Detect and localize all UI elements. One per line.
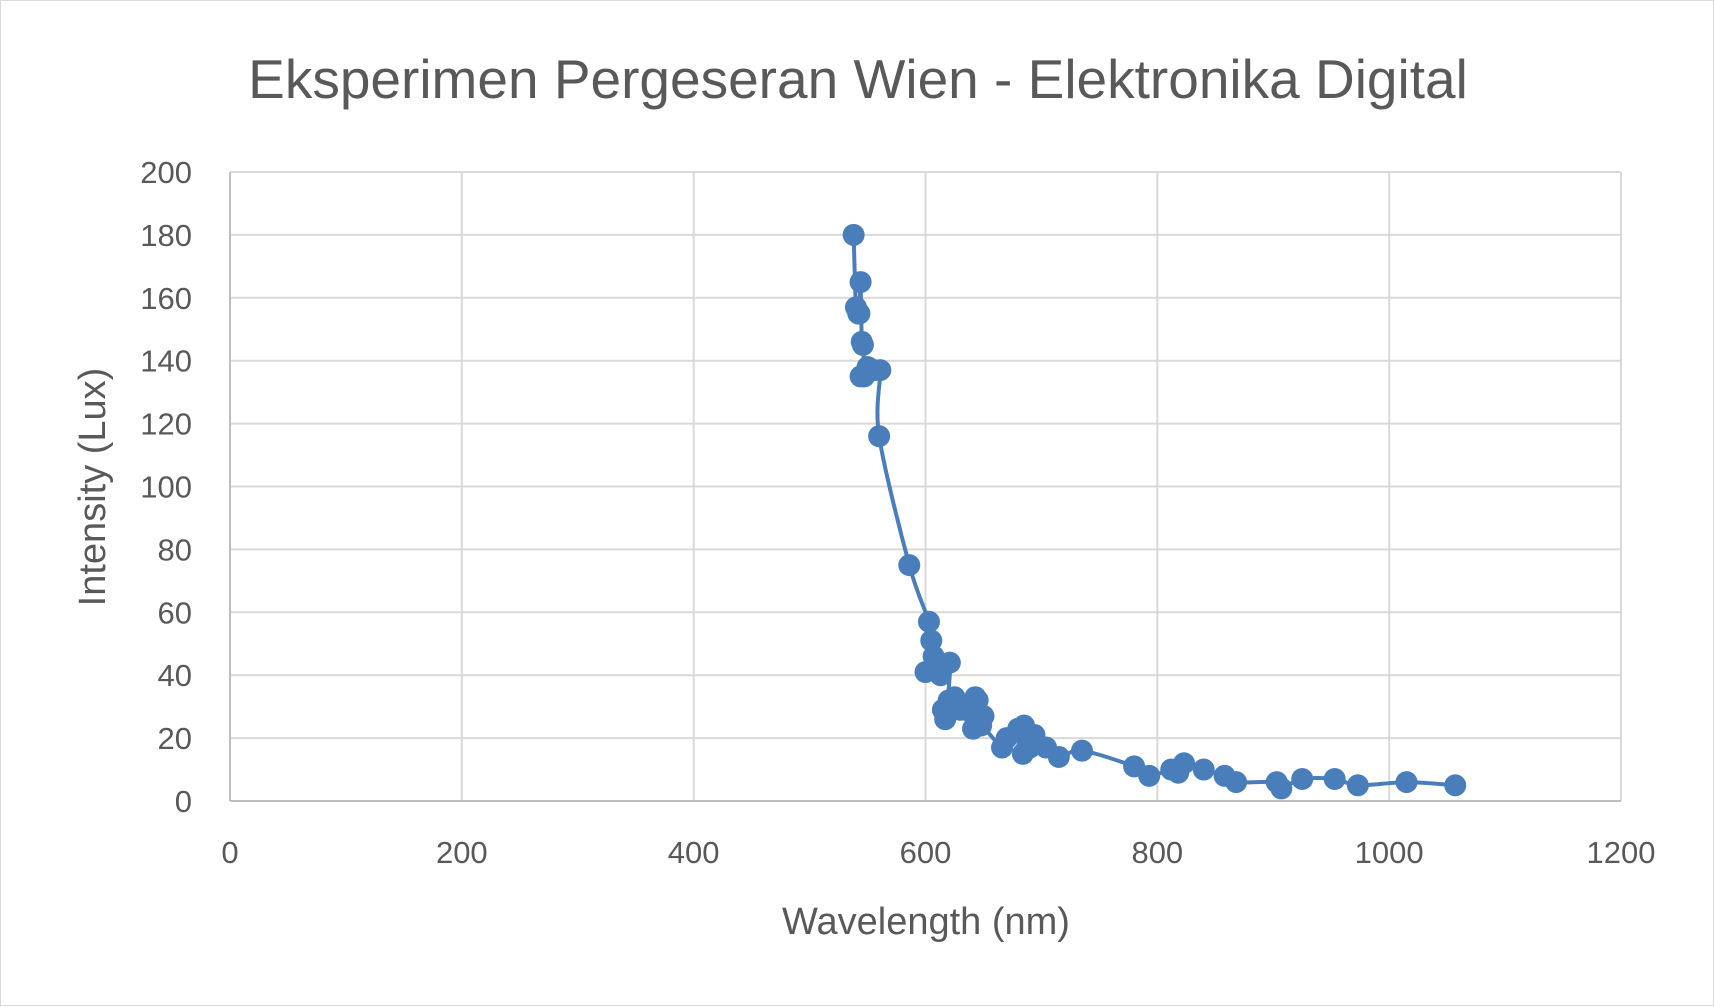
data-point (1291, 767, 1314, 790)
chart-title: Eksperimen Pergeseran Wien - Elektronika… (248, 48, 1468, 110)
y-tick-label: 140 (140, 344, 192, 379)
x-tick-label: 200 (436, 835, 488, 870)
x-tick-label: 1200 (1587, 835, 1656, 870)
data-point (842, 223, 865, 246)
x-tick-label: 1000 (1355, 835, 1424, 870)
data-point (938, 651, 961, 674)
y-tick-label: 80 (158, 532, 192, 567)
data-point (1138, 764, 1161, 787)
x-tick-label: 0 (221, 835, 238, 870)
data-point (869, 359, 892, 382)
data-point (849, 271, 872, 294)
data-point (898, 554, 921, 577)
grid-layer (230, 171, 1622, 801)
y-tick-label: 20 (158, 721, 192, 756)
y-tick-label: 60 (158, 595, 192, 630)
data-point (960, 701, 983, 724)
data-point (917, 610, 940, 633)
y-tick-label: 160 (140, 281, 192, 316)
data-point (851, 333, 874, 356)
axis-layer (229, 172, 1621, 802)
data-point (1444, 774, 1467, 797)
y-tick-label: 200 (140, 155, 192, 190)
x-tick-label: 400 (668, 835, 720, 870)
data-point (1270, 777, 1293, 800)
data-point (848, 302, 871, 325)
y-tick-label: 100 (140, 470, 192, 505)
x-tick-label: 600 (900, 835, 952, 870)
data-point (1070, 739, 1093, 762)
data-point (1018, 736, 1041, 759)
y-tick-label: 0 (175, 784, 192, 819)
data-point (1346, 774, 1369, 797)
points-layer (842, 223, 1467, 800)
data-point (1323, 767, 1346, 790)
data-point (1172, 752, 1195, 775)
data-point (1192, 758, 1215, 781)
x-axis-label: Wavelength (nm) (782, 901, 1070, 943)
data-point (868, 425, 891, 448)
data-point (1395, 771, 1418, 794)
tick-labels: 0 20 40 60 80 100 120 140 160 180 200 0 200 400 600 800… (140, 155, 1655, 870)
y-tick-label: 40 (158, 658, 192, 693)
y-tick-label: 180 (140, 218, 192, 253)
data-point (1225, 771, 1248, 794)
x-tick-label: 800 (1131, 835, 1183, 870)
data-point (1047, 745, 1070, 768)
y-tick-label: 120 (140, 407, 192, 442)
y-axis-label: Intensity (Lux) (72, 368, 114, 607)
